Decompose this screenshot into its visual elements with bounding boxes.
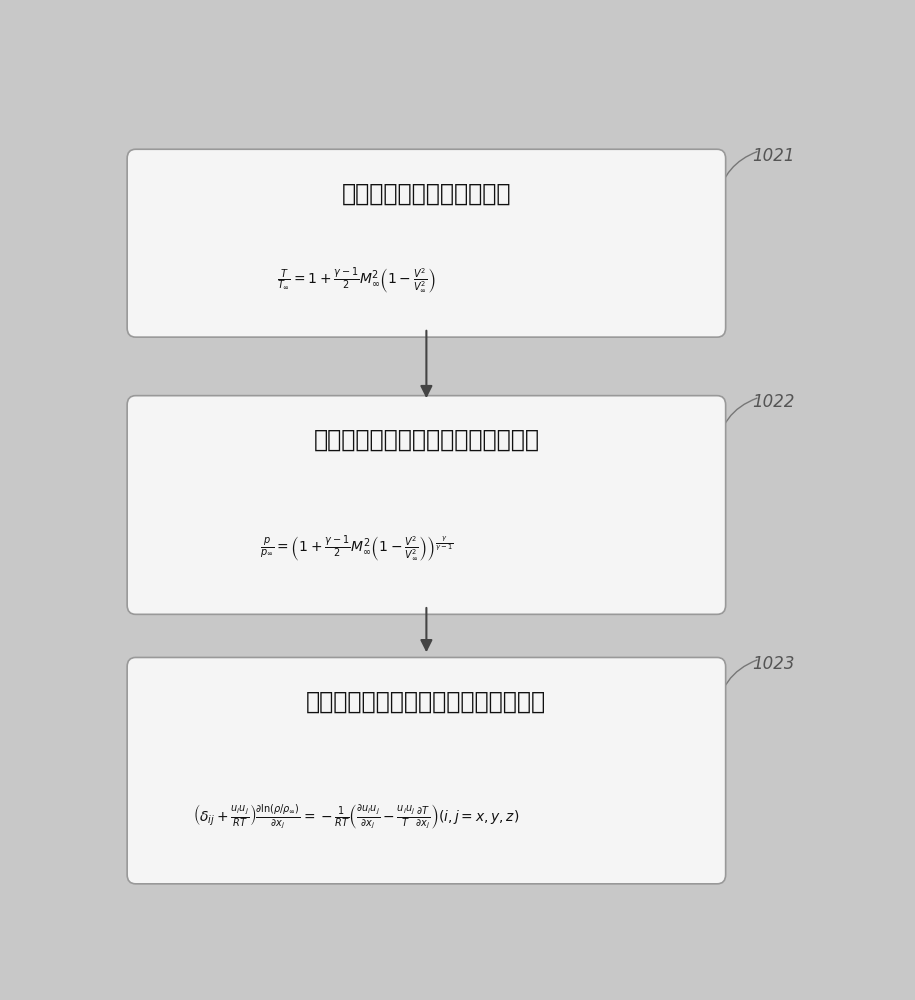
- Text: $\frac{p}{p_{\infty}} = \left(1 + \frac{\gamma-1}{2} M_{\infty}^{2}\left(1 - \fr: $\frac{p}{p_{\infty}} = \left(1 + \frac{…: [260, 534, 454, 564]
- Text: $\left(\delta_{ij} + \frac{u_i u_j}{RT}\right)\frac{\partial \ln(\rho/\rho_{\inf: $\left(\delta_{ij} + \frac{u_i u_j}{RT}\…: [193, 802, 520, 831]
- FancyBboxPatch shape: [127, 396, 726, 614]
- Text: 给定流场边界上的温度条件: 给定流场边界上的温度条件: [341, 182, 511, 206]
- FancyBboxPatch shape: [127, 149, 726, 337]
- Text: 给定流场边界上等熵区域的压力条件: 给定流场边界上等熵区域的压力条件: [314, 428, 539, 452]
- Text: 1021: 1021: [752, 147, 795, 165]
- FancyBboxPatch shape: [127, 657, 726, 884]
- Text: $\frac{T}{T_{\infty}} = 1 + \frac{\gamma-1}{2} M_{\infty}^{2}\left(1 - \frac{V^{: $\frac{T}{T_{\infty}} = 1 + \frac{\gamma…: [277, 265, 436, 296]
- Text: 1023: 1023: [752, 655, 795, 673]
- Text: 1022: 1022: [752, 393, 795, 411]
- Text: 给定流场边界上非等熵区域的压力条件: 给定流场边界上非等熵区域的压力条件: [307, 690, 546, 714]
